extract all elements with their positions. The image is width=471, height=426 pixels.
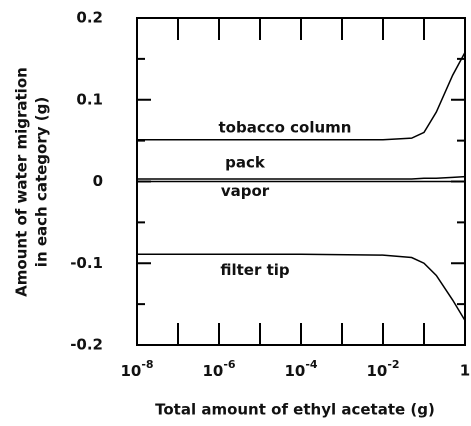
line-series [137, 175, 466, 180]
y-tick-label: 0 [93, 172, 103, 190]
y-axis-label: in each category (g) [33, 97, 51, 267]
series-label: tobacco column [219, 118, 352, 136]
x-tick-label: 10-6 [202, 358, 235, 380]
x-tick-label: 1 [460, 362, 470, 380]
y-tick-label: 0.1 [76, 90, 103, 108]
line-series [137, 51, 466, 141]
y-axis-label: Amount of water migration [13, 67, 31, 297]
series-label: filter tip [220, 261, 290, 279]
x-axis-label: Total amount of ethyl acetate (g) [155, 401, 435, 419]
series-label: vapor [221, 182, 270, 200]
series-label: pack [225, 154, 266, 172]
y-tick-label: 0.2 [76, 9, 103, 27]
y-tick-label: -0.1 [70, 254, 103, 272]
x-tick-label: 10-8 [120, 358, 153, 380]
x-tick-label: 10-4 [284, 358, 317, 380]
x-tick-label: 10-2 [366, 358, 399, 380]
line-series [137, 253, 466, 321]
y-tick-label: -0.2 [70, 336, 103, 354]
